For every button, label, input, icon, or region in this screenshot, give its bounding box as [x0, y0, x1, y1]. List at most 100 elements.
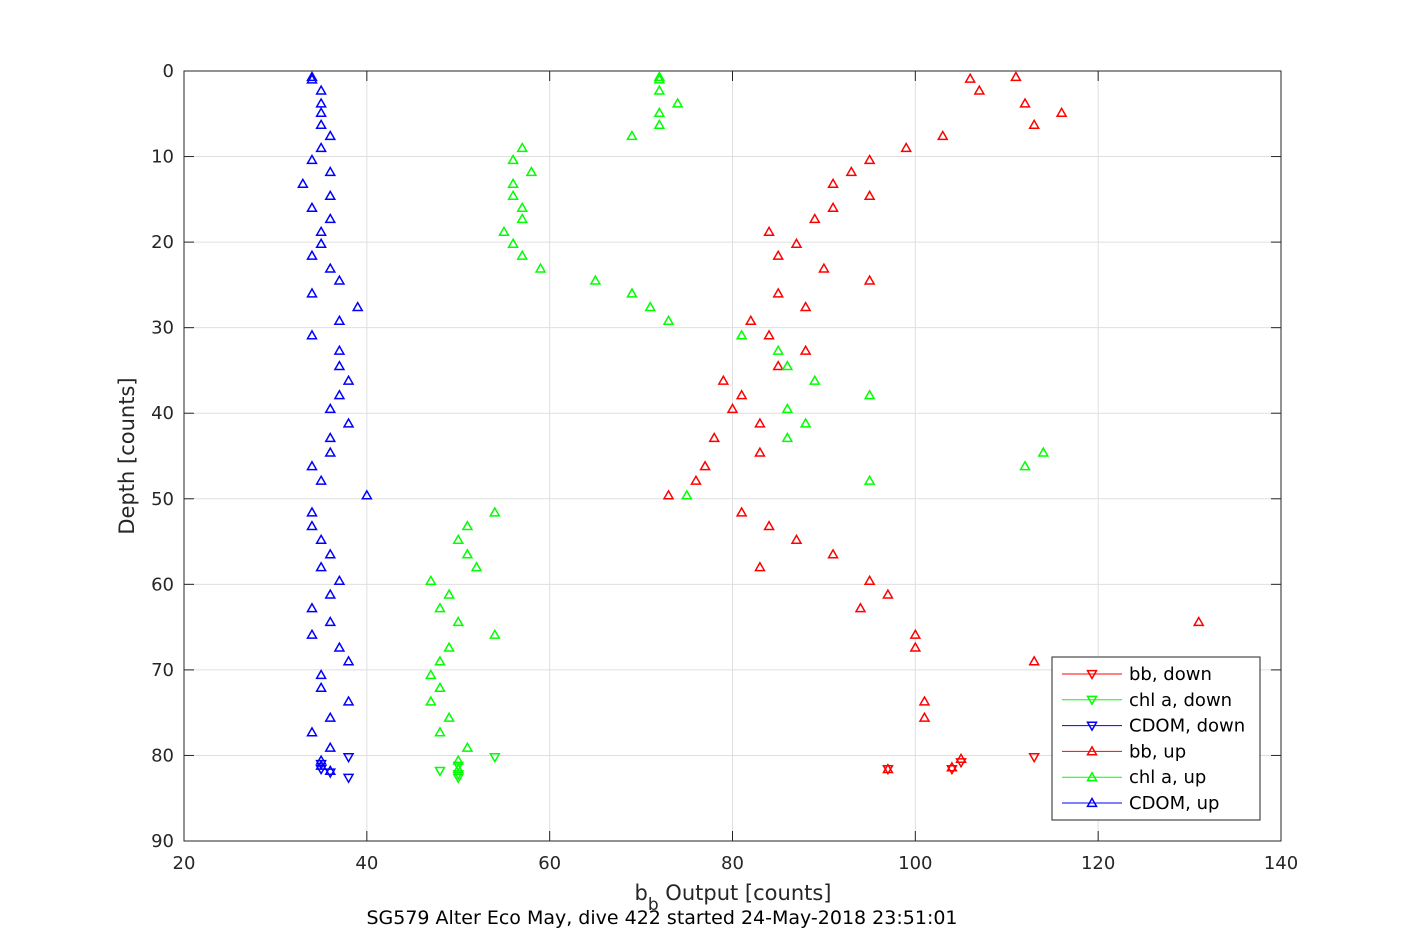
data-point-up — [315, 225, 327, 236]
legend-marker — [1086, 669, 1098, 681]
y-tick-labels: 0 10 20 30 40 50 60 70 80 90 — [151, 61, 174, 852]
legend-label: chl a, down — [1129, 690, 1232, 711]
legend-label: CDOM, up — [1129, 793, 1219, 814]
x-axis-label-subscript: b — [648, 895, 659, 915]
data-point-up — [799, 417, 812, 428]
data-point-down — [1028, 753, 1040, 764]
x-tick-label: 20 — [173, 853, 196, 874]
data-point-up — [781, 360, 794, 371]
data-point-up — [306, 153, 318, 165]
data-point-up — [671, 97, 684, 108]
data-point-up — [324, 588, 337, 599]
data-point-up — [735, 329, 748, 340]
data-point-up — [644, 301, 657, 312]
data-point-up — [315, 669, 327, 680]
axes — [183, 70, 1282, 842]
x-tick-label: 120 — [1081, 853, 1115, 874]
data-point-up — [361, 489, 373, 500]
y-tick-label: 40 — [151, 403, 174, 424]
data-point-up — [461, 741, 474, 752]
data-point-up — [498, 225, 510, 236]
x-tick-label: 80 — [721, 853, 744, 874]
data-point-up — [735, 389, 748, 400]
data-point-down — [946, 765, 958, 776]
data-point-up — [315, 681, 327, 692]
data-point-up — [936, 130, 949, 141]
data-point-up — [680, 489, 693, 500]
data-point-up — [955, 752, 967, 763]
data-point-up — [918, 711, 931, 722]
x-tick-label: 100 — [898, 853, 932, 874]
legend-label: bb, up — [1129, 741, 1186, 762]
data-point-up — [306, 520, 318, 531]
data-point-up — [909, 628, 922, 639]
data-point-up — [507, 237, 519, 248]
legend-label: CDOM, down — [1129, 716, 1245, 737]
data-point-up — [306, 506, 318, 517]
data-point-up — [461, 520, 474, 531]
data-point-up — [516, 141, 529, 153]
data-point-up — [744, 314, 757, 325]
data-point-up — [306, 287, 318, 298]
data-point-up — [827, 201, 839, 213]
data-point-up — [434, 681, 446, 692]
data-point-up — [1010, 70, 1022, 82]
data-point-up — [306, 628, 318, 639]
data-point-up — [324, 741, 337, 752]
data-point-up — [827, 177, 839, 189]
data-point-up — [854, 602, 867, 613]
x-axis-label: bb Output [counts] — [634, 881, 831, 915]
data-point-up — [754, 561, 766, 572]
legend-marker — [1086, 745, 1098, 756]
legend: bb, down chl a, down CDOM, down bb, up chl a… — [1051, 656, 1261, 821]
legend-label: chl a, up — [1129, 767, 1206, 788]
data-point-up — [507, 177, 519, 189]
data-point-up — [461, 548, 474, 559]
data-point-up — [315, 533, 327, 544]
data-point-down — [452, 773, 465, 784]
data-point-up — [452, 615, 465, 627]
data-point-up — [790, 533, 803, 544]
data-point-up — [507, 153, 519, 165]
data-point-up — [863, 274, 876, 285]
data-point-up — [900, 141, 912, 153]
legend-marker — [1086, 771, 1098, 782]
x-axis-label-rest: Output [counts] — [659, 881, 832, 905]
data-point-up — [333, 344, 346, 355]
data-point-up — [315, 561, 327, 572]
data-point-down — [342, 773, 355, 784]
data-point-up — [434, 655, 446, 666]
data-point-up — [772, 287, 785, 298]
data-point-up — [315, 106, 327, 118]
data-point-up — [333, 274, 346, 285]
data-point-up — [306, 602, 318, 613]
data-point-up — [452, 533, 465, 544]
data-point-up — [324, 764, 337, 775]
data-point-up — [973, 84, 986, 95]
data-point-up — [516, 249, 529, 260]
data-point-up — [626, 130, 638, 141]
y-tick-label: 10 — [151, 147, 174, 168]
data-point-up — [351, 301, 364, 312]
data-point-up — [708, 432, 721, 443]
data-point-up — [306, 201, 318, 213]
x-tick-label: 140 — [1264, 853, 1298, 874]
data-point-up — [342, 374, 355, 385]
data-point-up — [443, 641, 455, 652]
data-point-up — [443, 588, 455, 599]
data-point-up — [699, 460, 711, 471]
data-point-up — [324, 165, 337, 177]
data-point-up — [799, 344, 812, 355]
data-point-up — [315, 141, 327, 153]
data-point-down — [324, 768, 337, 779]
data-point-up — [315, 97, 327, 108]
data-point-up — [882, 588, 894, 599]
data-point-down — [434, 766, 446, 777]
data-point-up — [324, 402, 337, 414]
x-axis-label-main: b — [634, 881, 647, 905]
data-point-up — [717, 374, 730, 385]
data-point-up — [827, 548, 839, 559]
data-point-up — [315, 474, 327, 485]
data-point-up — [324, 615, 337, 627]
